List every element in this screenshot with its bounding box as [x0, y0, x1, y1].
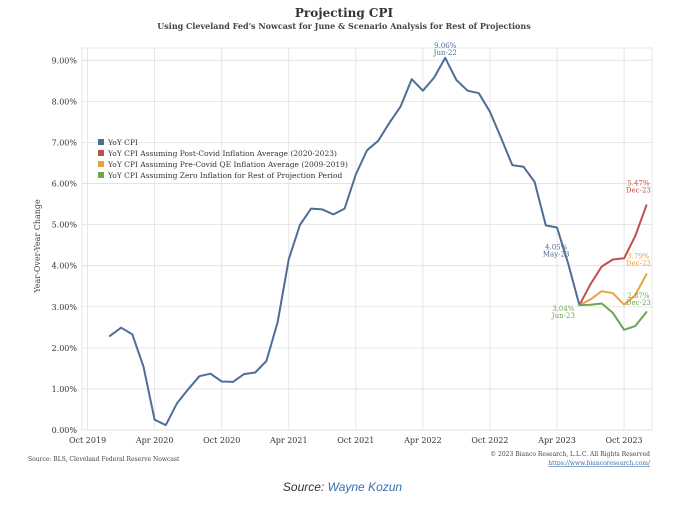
axes: 0.00% 1.00% 2.00% 3.00% 4.00% 5.00% 6.00% 7.00%… [52, 56, 643, 445]
series-line-yoy-cpi-assuming-post-covid-inflation-average-2020-2023 [578, 204, 648, 307]
annotation-value: 3.79% [627, 252, 650, 260]
x-tick-label: Oct 2022 [471, 436, 508, 445]
cpi-projection-chart: Projecting CPI Using Cleveland Fed's Now… [28, 6, 653, 467]
legend-swatch [98, 150, 104, 156]
series-line-yoy-cpi-assuming-zero-inflation-for-rest-of-projection-period [578, 302, 648, 331]
legend-swatch [98, 161, 104, 167]
x-tick-label: Oct 2021 [337, 436, 374, 445]
chart-title: Projecting CPI [295, 6, 394, 20]
source-note: Source: BLS, Cleveland Federal Reserve N… [28, 456, 180, 463]
y-tick-label: 5.00% [52, 221, 78, 230]
y-tick-label: 9.00% [52, 56, 78, 65]
x-tick-label: Apr 2021 [269, 436, 308, 445]
caption-prefix: Source: [282, 480, 325, 494]
y-tick-label: 3.00% [52, 303, 78, 312]
y-tick-label: 4.00% [52, 262, 78, 271]
series-lines [108, 56, 648, 427]
legend: YoY CPI YoY CPI Assuming Post-Covid Infla… [98, 138, 348, 180]
x-tick-label: Apr 2023 [537, 436, 576, 445]
y-tick-label: 2.00% [52, 344, 78, 353]
annotation-date: May-23 [543, 251, 570, 259]
legend-swatch [98, 172, 104, 178]
annotation-value: 9.06% [434, 42, 457, 50]
website-link[interactable]: https://www.biancoresearch.com/ [548, 460, 651, 467]
legend-entry: YoY CPI [107, 138, 138, 147]
gridlines [81, 47, 653, 431]
annotation-value: 2.87% [627, 292, 650, 300]
annotation-date: Dec-23 [626, 259, 651, 267]
y-tick-label: 7.00% [52, 138, 78, 147]
annotation-date: Dec-23 [626, 186, 651, 194]
x-tick-label: Oct 2020 [203, 436, 240, 445]
annotation-date: Jun-22 [433, 49, 457, 57]
x-tick-label: Oct 2023 [605, 436, 642, 445]
annotation-value: 5.47% [627, 179, 650, 187]
y-tick-label: 0.00% [52, 426, 78, 435]
series-line-yoy-cpi-assuming-pre-covid-qe-inflation-average-2009-2019 [578, 273, 648, 307]
legend-entry: YoY CPI Assuming Post-Covid Inflation Av… [107, 149, 337, 158]
copyright-note: © 2023 Bianco Research, L.L.C. All Right… [490, 451, 650, 458]
chart-subtitle: Using Cleveland Fed's Nowcast for June &… [157, 21, 531, 31]
annotation-value: 4.05% [545, 244, 568, 252]
annotations: 9.06%Jun-224.05%May-233.04%Jun-235.47%De… [433, 42, 651, 320]
annotation-value: 3.04% [552, 305, 575, 313]
y-tick-label: 1.00% [52, 385, 78, 394]
legend-entry: YoY CPI Assuming Pre-Covid QE Inflation … [107, 160, 348, 169]
x-tick-label: Apr 2022 [403, 436, 442, 445]
legend-entry: YoY CPI Assuming Zero Inflation for Rest… [107, 171, 342, 180]
legend-swatch [98, 139, 104, 145]
plot-frame [81, 47, 653, 431]
y-axis-label: Year-Over-Year Change [33, 199, 42, 294]
y-tick-label: 8.00% [52, 97, 78, 106]
y-tick-label: 6.00% [52, 180, 78, 189]
x-tick-label: Oct 2019 [69, 436, 106, 445]
annotation-date: Jun-23 [551, 312, 575, 320]
caption-author-link[interactable]: Wayne Kozun [327, 480, 403, 494]
x-tick-label: Apr 2020 [135, 436, 174, 445]
figure-caption: Source: Wayne Kozun [0, 480, 685, 494]
series-line-yoy-cpi [108, 56, 581, 427]
annotation-date: Dec-23 [626, 299, 651, 307]
